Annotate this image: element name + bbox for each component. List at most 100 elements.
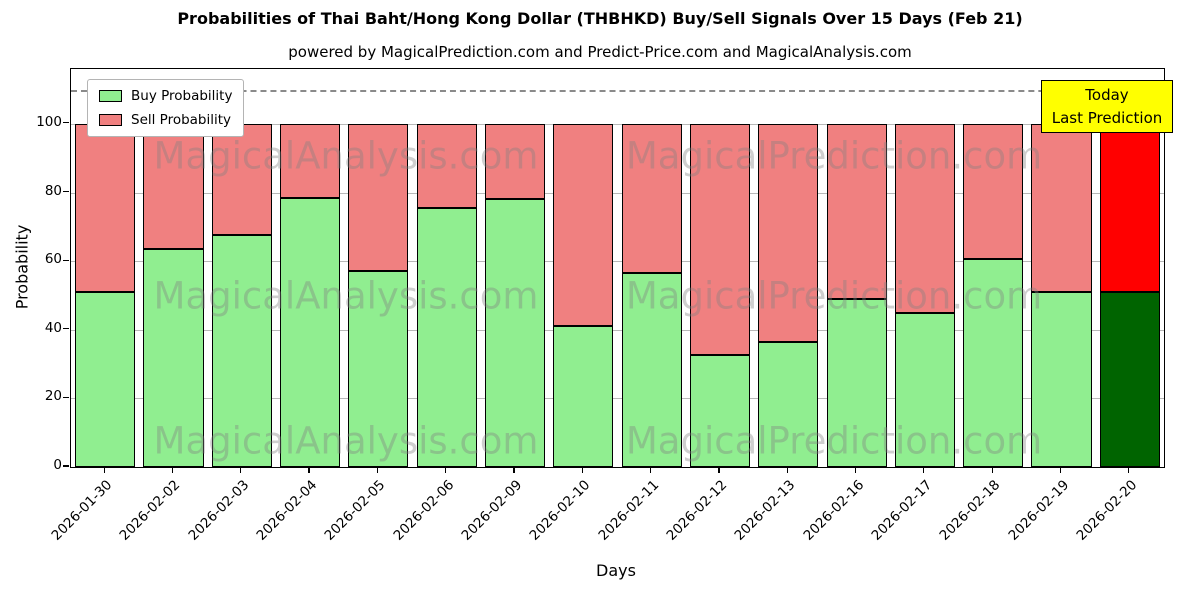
x-tick-label: 2026-02-18 — [936, 477, 1004, 544]
x-tick-mark — [308, 468, 310, 473]
sell-bar-segment — [963, 123, 1024, 260]
x-tick-mark — [854, 468, 857, 473]
x-tick-mark — [103, 468, 105, 473]
x-tick-mark — [171, 468, 174, 473]
legend-item-buy: Buy Probability — [99, 88, 232, 104]
watermark-text: MagicalAnalysis.com — [153, 134, 539, 178]
buy-bar-segment — [689, 355, 751, 467]
x-tick-label: 2026-02-16 — [800, 477, 867, 544]
legend-label-sell: Sell Probability — [131, 112, 232, 128]
buy-probability-swatch — [99, 90, 122, 102]
x-tick-label: 2026-02-17 — [868, 477, 936, 544]
x-tick-label: 2026-02-09 — [458, 477, 526, 544]
today-annotation: Today Last Prediction — [1041, 80, 1173, 133]
buy-bar-segment — [621, 273, 682, 467]
sell-bar-segment — [416, 123, 477, 208]
sell-bar-segment — [1031, 123, 1092, 292]
y-tick-label: 80 — [44, 182, 62, 199]
buy-bar-segment — [758, 341, 819, 467]
buy-bar-segment — [894, 312, 955, 467]
x-tick-mark — [786, 468, 788, 473]
x-tick-label: 2026-02-05 — [321, 477, 389, 544]
y-tick-mark — [63, 465, 69, 467]
x-tick-mark — [1128, 468, 1130, 473]
x-tick-mark — [991, 468, 993, 473]
y-tick-label: 60 — [44, 251, 62, 268]
legend-label-buy: Buy Probability — [131, 88, 233, 104]
x-tick-label: 2026-02-13 — [731, 477, 799, 544]
x-tick-mark — [513, 468, 515, 473]
buy-bar-segment — [963, 259, 1024, 467]
y-tick-label: 40 — [44, 319, 62, 336]
sell-bar-segment — [348, 123, 409, 272]
buy-bar-segment — [280, 197, 341, 467]
x-tick-label: 2026-02-04 — [253, 477, 321, 544]
bars-layer — [71, 69, 1164, 467]
sell-bar-segment — [621, 123, 682, 274]
sell-bar-segment — [280, 123, 341, 198]
annotation-line2: Last Prediction — [1051, 108, 1163, 127]
legend-item-sell: Sell Probability — [99, 112, 232, 128]
x-tick-label: 2026-02-03 — [185, 477, 253, 544]
y-tick-mark — [63, 190, 69, 193]
buy-bar-segment — [211, 235, 272, 467]
sell-probability-swatch — [99, 114, 122, 126]
gridline-y60 — [71, 261, 1164, 263]
gridline-y80 — [71, 192, 1164, 194]
buy-bar-segment — [826, 298, 887, 467]
sell-bar-segment — [689, 123, 751, 356]
buy-bar-segment — [1031, 292, 1092, 467]
sell-bar-segment — [553, 123, 614, 327]
buy-bar-segment — [75, 292, 136, 467]
x-tick-mark — [581, 468, 583, 473]
sell-bar-segment — [758, 123, 819, 342]
x-axis-label: Days — [596, 561, 636, 580]
watermark-text: MagicalAnalysis.com — [153, 419, 539, 463]
x-tick-label: 2026-02-10 — [526, 477, 594, 544]
chart-subtitle: powered by MagicalPrediction.com and Pre… — [288, 43, 912, 61]
buy-bar-segment — [416, 207, 477, 467]
sell-bar-segment — [211, 123, 272, 236]
x-tick-mark — [718, 468, 720, 473]
annotation-line1: Today — [1085, 86, 1129, 104]
y-tick-label: 0 — [53, 457, 62, 473]
sell-bar-segment — [894, 123, 955, 313]
watermark-text: MagicalPrediction.com — [625, 419, 1043, 463]
x-tick-mark — [240, 468, 242, 473]
x-tick-label: 2026-02-02 — [116, 477, 184, 544]
today-sell-bar-segment — [1099, 123, 1160, 292]
gridline-y40 — [71, 329, 1164, 331]
x-tick-mark — [923, 468, 925, 473]
y-tick-mark — [63, 122, 69, 124]
watermark-layer: MagicalAnalysis.com MagicalPrediction.com… — [71, 69, 1164, 467]
x-tick-mark — [650, 468, 652, 473]
y-tick-mark — [63, 328, 69, 330]
gridline-y20 — [71, 398, 1164, 400]
legend: Buy Probability Sell Probability — [87, 79, 245, 137]
x-tick-label: 2026-01-30 — [48, 477, 116, 544]
y-tick-label: 20 — [44, 388, 62, 405]
y-tick-mark — [63, 396, 69, 398]
plot-area: MagicalAnalysis.com MagicalPrediction.com… — [70, 68, 1165, 468]
y-tick-mark — [63, 259, 69, 261]
x-tick-label: 2026-02-19 — [1005, 477, 1072, 544]
sell-bar-segment — [75, 123, 136, 292]
sell-bar-segment — [826, 123, 887, 299]
x-tick-label: 2026-02-11 — [595, 477, 662, 544]
x-tick-label: 2026-02-20 — [1073, 477, 1141, 544]
sell-bar-segment — [484, 123, 546, 200]
buy-bar-segment — [484, 199, 546, 467]
x-tick-label: 2026-02-12 — [663, 477, 731, 544]
buy-bar-segment — [143, 249, 204, 467]
y-tick-label: 100 — [36, 113, 62, 130]
buy-bar-segment — [348, 271, 409, 467]
watermark-text: MagicalPrediction.com — [625, 134, 1043, 178]
watermark-text: MagicalAnalysis.com — [153, 274, 539, 318]
x-tick-mark — [445, 468, 447, 473]
today-buy-bar-segment — [1099, 292, 1160, 467]
dashed-threshold-line — [71, 89, 1164, 92]
chart-title: Probabilities of Thai Baht/Hong Kong Dol… — [177, 9, 1023, 28]
buy-bar-segment — [553, 326, 614, 467]
